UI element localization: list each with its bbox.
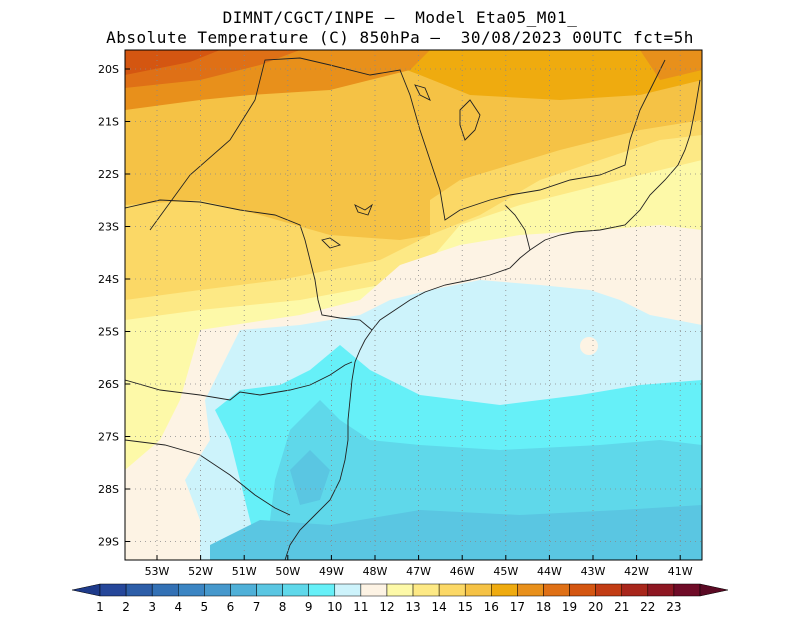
colorbar-swatch xyxy=(99,583,127,597)
colorbar-swatch xyxy=(673,583,701,597)
temperature-field xyxy=(125,50,702,560)
colorbar-swatch xyxy=(517,583,544,597)
colorbar-label: 12 xyxy=(379,600,394,614)
warm-spot xyxy=(580,337,598,355)
colorbar-swatch xyxy=(204,583,231,597)
lat-tick-label: 29S xyxy=(98,536,119,549)
lat-tick-label: 23S xyxy=(98,221,119,234)
colorbar-label: 18 xyxy=(536,600,551,614)
band-7-south xyxy=(210,505,702,560)
border-parana-north xyxy=(125,199,373,331)
colorbar-swatch xyxy=(569,583,596,597)
lon-tick-label: 46W xyxy=(450,565,475,578)
reservoir-4 xyxy=(321,237,342,249)
colorbar-label: 2 xyxy=(122,600,130,614)
boundaries xyxy=(125,57,701,560)
colorbar-swatch xyxy=(151,583,179,597)
colorbar: 1 2 3 4 5 6 7 8 9 10 11 12 13 14 15 16 17 18 19 20 21 22 23 xyxy=(71,583,729,614)
colorbar-label: 6 xyxy=(227,600,235,614)
chart-title-line1: DIMNT/CGCT/INPE – Model Eta05_M01_ xyxy=(222,8,578,27)
band-19 xyxy=(125,50,220,75)
lon-tick-label: 49W xyxy=(319,565,344,578)
band-17-east xyxy=(640,50,702,80)
colorbar-swatch xyxy=(334,583,362,597)
colorbar-label: 10 xyxy=(327,600,342,614)
border-rj xyxy=(504,204,531,251)
lat-tick-label: 20S xyxy=(98,63,119,76)
lon-tick-label: 51W xyxy=(232,565,257,578)
lat-tick-label: 26S xyxy=(98,378,119,391)
colorbar-label: 1 xyxy=(96,600,104,614)
colorbar-label: 22 xyxy=(640,600,655,614)
colorbar-label: 5 xyxy=(201,600,209,614)
colorbar-swatch xyxy=(543,583,570,597)
lon-tick-label: 44W xyxy=(537,565,562,578)
border-sc-rs xyxy=(125,439,291,516)
colorbar-left-arrow xyxy=(71,583,101,597)
colorbar-swatch xyxy=(308,583,336,597)
colorbar-label: 13 xyxy=(405,600,420,614)
colorbar-swatch xyxy=(256,583,283,597)
colorbar-label: 4 xyxy=(174,600,182,614)
colorbar-swatch xyxy=(491,583,518,597)
coastline-south xyxy=(284,329,373,560)
lat-tick-label: 21S xyxy=(98,116,119,129)
reservoir-3 xyxy=(354,203,373,216)
colorbar-label: 16 xyxy=(484,600,499,614)
colorbar-swatch xyxy=(647,583,675,597)
colorbar-label: 20 xyxy=(588,600,603,614)
colorbar-swatch xyxy=(178,583,205,597)
lon-tick-label: 48W xyxy=(363,565,388,578)
colorbar-swatch xyxy=(621,583,649,597)
map-grid xyxy=(125,50,702,560)
lon-tick-label: 43W xyxy=(581,565,606,578)
lon-tick-label: 52W xyxy=(188,565,213,578)
lon-tick-label: 41W xyxy=(668,565,693,578)
lon-tick-label: 45W xyxy=(493,565,518,578)
colorbar-label: 21 xyxy=(614,600,629,614)
lon-tick-label: 53W xyxy=(145,565,170,578)
colorbar-swatch xyxy=(412,583,440,597)
border-parana-sc xyxy=(125,361,353,401)
band-16 xyxy=(125,50,702,100)
lon-tick-label: 50W xyxy=(275,565,300,578)
colorbar-swatch xyxy=(438,583,466,597)
colorbar-right-arrow xyxy=(699,583,729,597)
colorbar-label: 7 xyxy=(253,600,261,614)
colorbar-swatch xyxy=(386,583,414,597)
reservoir-2 xyxy=(414,84,431,101)
colorbar-swatch xyxy=(282,583,309,597)
reservoir-1 xyxy=(459,99,481,141)
colorbar-label: 11 xyxy=(353,600,368,614)
lat-tick-label: 24S xyxy=(98,273,119,286)
colorbar-label: 15 xyxy=(458,600,473,614)
colorbar-label: 8 xyxy=(279,600,287,614)
lat-tick-label: 27S xyxy=(98,431,119,444)
band-7-patch xyxy=(290,450,330,505)
colorbar-label: 23 xyxy=(666,600,681,614)
colorbar-label: 17 xyxy=(510,600,525,614)
colorbar-swatch xyxy=(360,583,388,597)
colorbar-swatch xyxy=(125,583,153,597)
lon-tick-label: 47W xyxy=(406,565,431,578)
colorbar-label: 3 xyxy=(148,600,156,614)
lat-tick-label: 25S xyxy=(98,326,119,339)
coastline-southeast xyxy=(371,79,701,331)
lon-tick-label: 42W xyxy=(624,565,649,578)
border-sp-mg xyxy=(149,57,666,231)
colorbar-label: 14 xyxy=(431,600,446,614)
colorbar-label: 19 xyxy=(562,600,577,614)
axis-labels: 20S 21S 22S 23S 24S 25S 26S 27S 28S 29S 53W 52W 51W 5… xyxy=(98,63,693,578)
plot-frame xyxy=(124,49,703,561)
colorbar-swatch xyxy=(595,583,622,597)
lat-tick-label: 22S xyxy=(98,168,119,181)
colorbar-swatch xyxy=(230,583,257,597)
lat-tick-label: 28S xyxy=(98,483,119,496)
colorbar-swatch xyxy=(464,583,492,597)
colorbar-label: 9 xyxy=(305,600,313,614)
chart-title-line2: Absolute Temperature (C) 850hPa – 30/08/… xyxy=(106,28,694,47)
